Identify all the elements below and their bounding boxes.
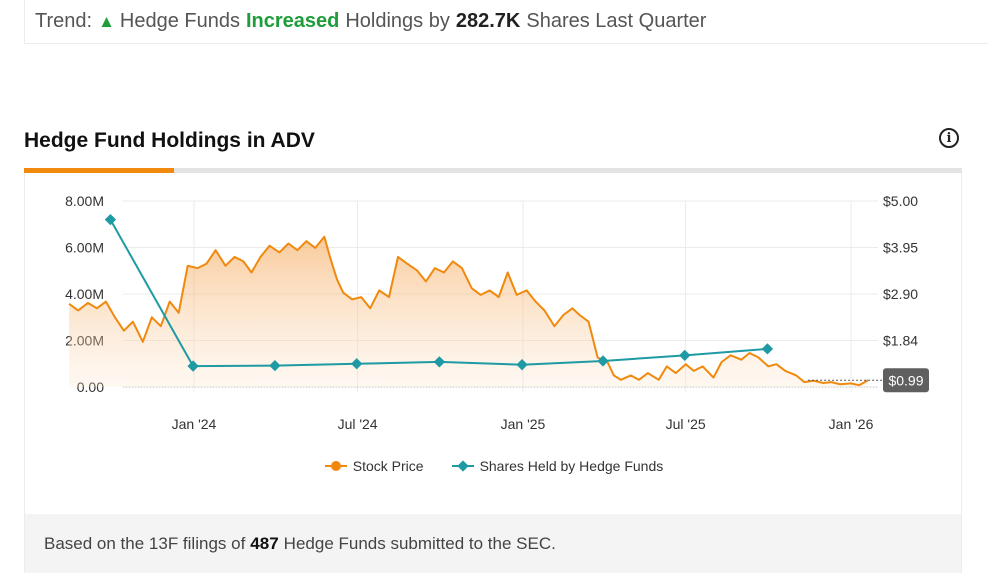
holdings-point[interactable] <box>679 349 691 362</box>
info-circle-icon[interactable]: i <box>939 128 959 148</box>
stock-price-area <box>69 236 869 387</box>
chart-card <box>24 173 962 573</box>
holdings-point[interactable] <box>351 358 363 370</box>
current-price-badge: $0.99 <box>883 368 929 393</box>
holdings-point[interactable] <box>597 355 609 367</box>
footer-prefix: Based on the 13F filings of <box>44 533 246 553</box>
x-tick-label: Jan '24 <box>172 416 217 432</box>
legend-item-stock-price[interactable]: Stock Price <box>324 458 424 474</box>
trend-amount: 282.7K <box>455 10 521 32</box>
holdings-point[interactable] <box>104 213 117 226</box>
legend-label-hedge-fund-shares: Shares Held by Hedge Funds <box>479 458 664 474</box>
stock-price-line <box>68 235 869 387</box>
holdings-point[interactable] <box>516 359 528 371</box>
x-axis: Jan '24 Jul '24 Jan '25 Jul '25 Jan '26 <box>172 416 874 432</box>
section-title: Hedge Fund Holdings in ADV <box>24 129 315 152</box>
holdings-point[interactable] <box>433 356 446 368</box>
right-tick-label: $5.00 <box>883 193 918 209</box>
up-arrow-icon: ▲ <box>98 11 115 31</box>
current-price-label: $0.99 <box>888 372 923 388</box>
tab-strip <box>24 168 962 173</box>
holdings-legend-icon <box>451 460 474 472</box>
holdings-point[interactable] <box>269 359 281 372</box>
trend-prefix: Trend: <box>35 10 93 32</box>
left-tick-label: 6.00M <box>65 240 104 256</box>
trend-direction: Increased <box>245 10 340 32</box>
trend-middle: Holdings by <box>345 10 450 32</box>
trend-suffix: Shares Last Quarter <box>526 10 707 32</box>
x-tick-label: Jul '25 <box>666 416 706 432</box>
filings-footnote: Based on the 13F filings of 487 Hedge Fu… <box>25 514 961 573</box>
holdings-point[interactable] <box>187 360 199 372</box>
chart-legend: Stock Price Shares Held by Hedge Funds <box>0 458 988 474</box>
legend-label-stock-price: Stock Price <box>352 458 424 474</box>
x-tick-label: Jan '25 <box>501 416 546 432</box>
x-tick-label: Jul '24 <box>338 416 378 432</box>
legend-item-hedge-fund-shares[interactable]: Shares Held by Hedge Funds <box>451 458 664 474</box>
hedge-fund-count: 487 <box>250 533 279 553</box>
footer-suffix: Hedge Funds submitted to the SEC. <box>283 533 556 553</box>
left-tick-label: 8.00M <box>65 193 104 209</box>
trend-summary: Trend: ▲ Hedge Funds Increased Holdings … <box>24 0 988 44</box>
x-tick-label: Jan '26 <box>829 416 874 432</box>
holdings-point[interactable] <box>761 343 774 355</box>
stock-legend-icon <box>324 461 347 471</box>
right-tick-label: $1.84 <box>883 333 918 349</box>
active-tab-indicator <box>24 168 174 173</box>
right-tick-label: $2.90 <box>883 286 918 302</box>
right-axis: $5.00 $3.95 $2.90 $1.84 <box>883 193 918 349</box>
holdings-series <box>104 213 774 372</box>
right-tick-label: $3.95 <box>883 240 918 256</box>
trend-subject: Hedge Funds <box>119 10 240 32</box>
left-tick-label: 4.00M <box>65 286 104 302</box>
